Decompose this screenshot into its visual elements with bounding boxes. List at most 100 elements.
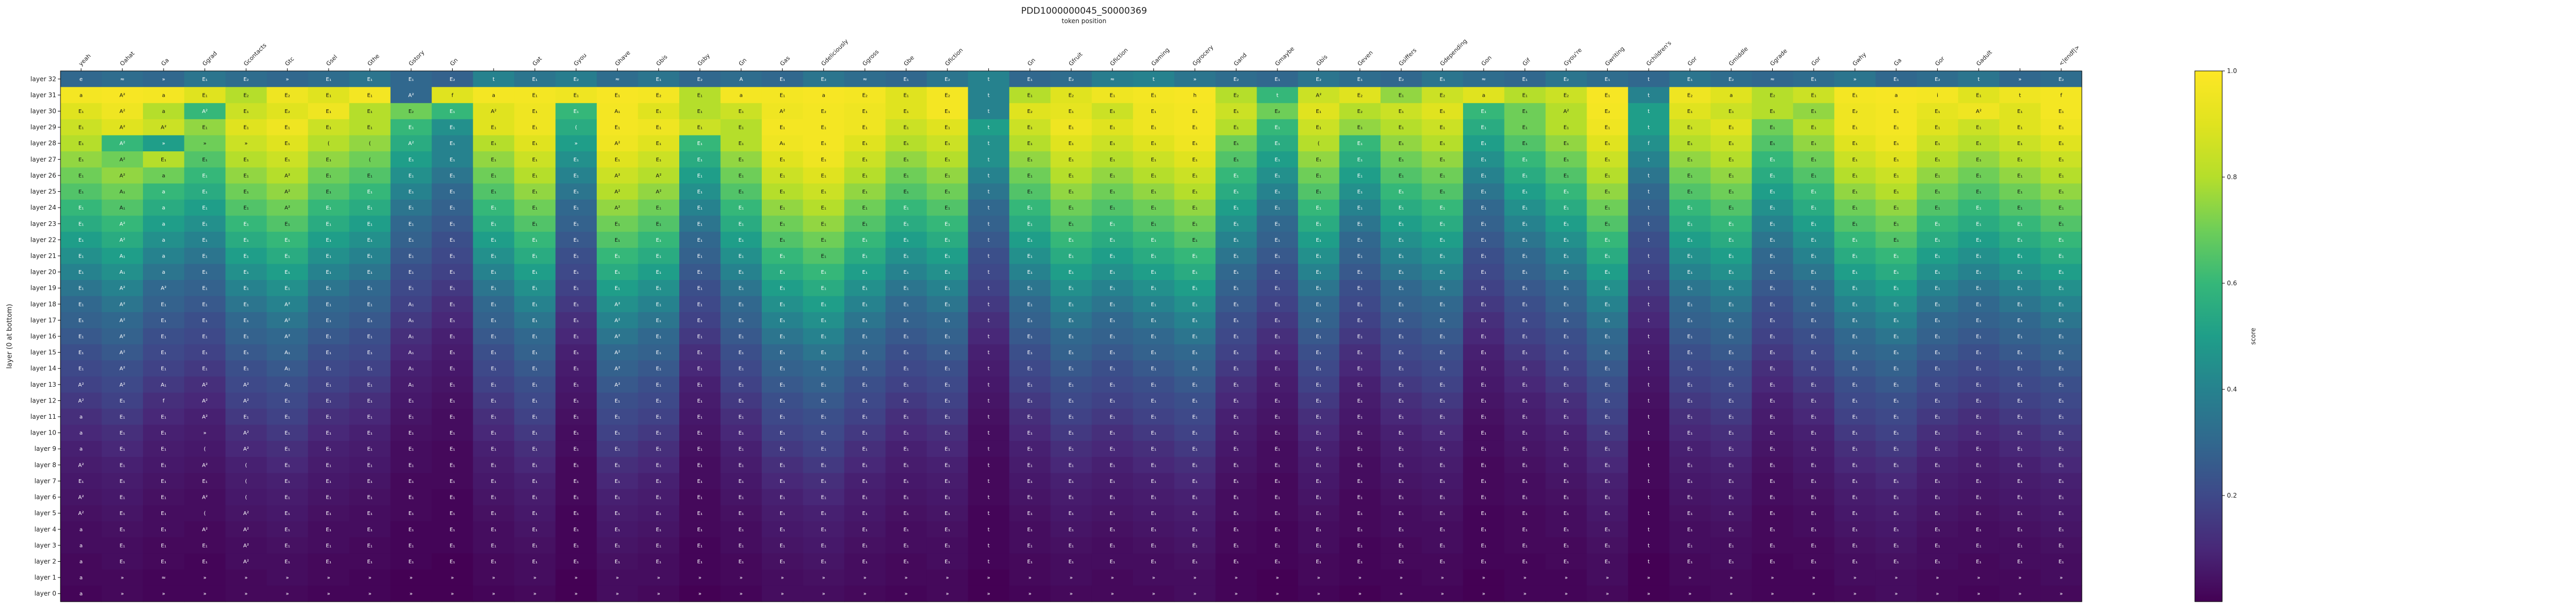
heatmap-cell-label: A² [656,173,661,179]
heatmap-cell-label: E₁ [780,238,785,243]
heatmap-cell [1009,71,1051,88]
heatmap-cell [597,215,639,232]
heatmap-cell [1009,215,1051,232]
heatmap-cell [1587,151,1629,168]
heatmap-cell-label: E₁ [1604,382,1610,388]
heatmap-cell [761,247,804,264]
heatmap-cell [1422,103,1464,120]
heatmap-cell-label: E₁ [1935,511,1940,517]
heatmap-cell [101,87,144,104]
heatmap-cell-label: E₁ [1192,205,1198,211]
heatmap-cell-label: E₁ [1357,430,1363,436]
heatmap-cell [1917,135,1959,152]
heatmap-cell [184,103,226,120]
heatmap-cell-label: E₁ [1604,350,1610,356]
heatmap-cell-label: E₁ [1398,221,1404,227]
heatmap-cell-label: E₂ [2059,77,2064,82]
heatmap-cell-label: E₁ [1852,125,1857,131]
heatmap-cell-label: E₁ [1770,318,1775,324]
heatmap-cell [844,103,886,120]
heatmap-cell [1009,183,1051,200]
heatmap-cell-label: E₁ [1894,302,1899,307]
heatmap-cell [1752,119,1794,136]
heatmap-cell [926,151,968,168]
heatmap-cell-label: E₁ [408,253,414,259]
heatmap-cell-label: E₁ [532,270,537,275]
heatmap-cell-label: E₁ [1398,495,1404,501]
heatmap-cell [60,264,103,281]
heatmap-cell [390,247,432,264]
heatmap-cell-label: E₁ [1687,430,1692,436]
y-tick-label: layer 24 [30,204,56,211]
heatmap-cell [1710,264,1752,281]
heatmap-cell-label: E₁ [1811,173,1816,179]
heatmap-cell-label: E₁ [697,527,702,533]
heatmap-cell-label: E₁ [615,125,620,131]
heatmap-cell [926,87,968,104]
heatmap-cell-label: E₁ [1192,221,1198,227]
heatmap-cell-label: E₁ [326,366,331,372]
heatmap-cell [514,247,556,264]
heatmap-cell [1710,280,1752,297]
heatmap-cell [390,71,432,88]
heatmap-cell-label: t [1648,543,1650,549]
heatmap-cell-label: E₁ [2017,286,2022,292]
heatmap-cell [1710,151,1752,168]
heatmap-cell-label: E₁ [1729,398,1734,404]
heatmap-cell-label: E₁ [903,270,908,275]
heatmap-cell-label: » [121,591,124,597]
heatmap-cell [60,151,103,168]
heatmap-cell [1545,87,1587,104]
heatmap-cell [514,167,556,184]
colorbar [2194,70,2223,602]
heatmap-cell [514,312,556,329]
heatmap-cell-label: E₁ [780,398,785,404]
heatmap-cell [1215,312,1258,329]
heatmap-cell [1422,199,1464,216]
heatmap-cell [1256,312,1299,329]
heatmap-cell-label: E₁ [1110,109,1115,115]
heatmap-cell-label: E₁ [532,447,537,452]
colorbar-label: score [2250,328,2257,345]
heatmap-cell-label: E₁ [821,173,826,179]
heatmap-cell [1752,247,1794,264]
heatmap-cell-label: E₁ [1440,398,1445,404]
heatmap-cell-label: E₁ [202,173,207,179]
heatmap-cell [1215,87,1258,104]
heatmap-cell-label: E₁ [945,286,950,292]
heatmap-cell [1050,167,1092,184]
heatmap-cell-label: E₁ [1563,286,1569,292]
heatmap-cell [1710,103,1752,120]
heatmap-cell [1793,71,1835,88]
heatmap-cell [1504,232,1546,249]
heatmap-cell-label: E₁ [656,430,661,436]
heatmap-cell-label: » [1977,575,1980,581]
heatmap-cell [1133,199,1175,216]
heatmap-cell-label: A² [161,125,167,131]
heatmap-cell-label: E₁ [449,479,455,484]
heatmap-cell-label: E₁ [1440,77,1445,82]
heatmap-cell-label: E₁ [326,318,331,324]
heatmap-cell [803,183,845,200]
x-tick-label: Gchildren's [1645,39,1673,67]
heatmap-cell [308,151,350,168]
heatmap-cell-label: E₁ [120,559,125,565]
heatmap-cell-label: E₁ [1398,318,1404,324]
heatmap-cell [1463,199,1505,216]
heatmap-cell-label: E₁ [2059,286,2064,292]
heatmap-cell-label: » [781,591,784,597]
heatmap-cell-label: t [988,253,990,259]
heatmap-cell-label: e [79,77,83,82]
heatmap-cell-label: » [575,591,578,597]
heatmap-cell-label: E₁ [1110,398,1115,404]
heatmap-cell [1463,264,1505,281]
heatmap-cell-label: E₁ [1398,173,1404,179]
heatmap-cell-label: E₁ [532,495,537,501]
heatmap-cell-label: E₁ [1110,366,1115,372]
heatmap-cell-label: » [1317,575,1320,581]
heatmap-cell-label: E₁ [491,141,496,147]
heatmap-cell-label: E₁ [1811,415,1816,420]
heatmap-cell-label: E₁ [780,189,785,195]
heatmap-cell-label: E₁ [1233,173,1239,179]
heatmap-cell-label: E₁ [243,302,249,307]
